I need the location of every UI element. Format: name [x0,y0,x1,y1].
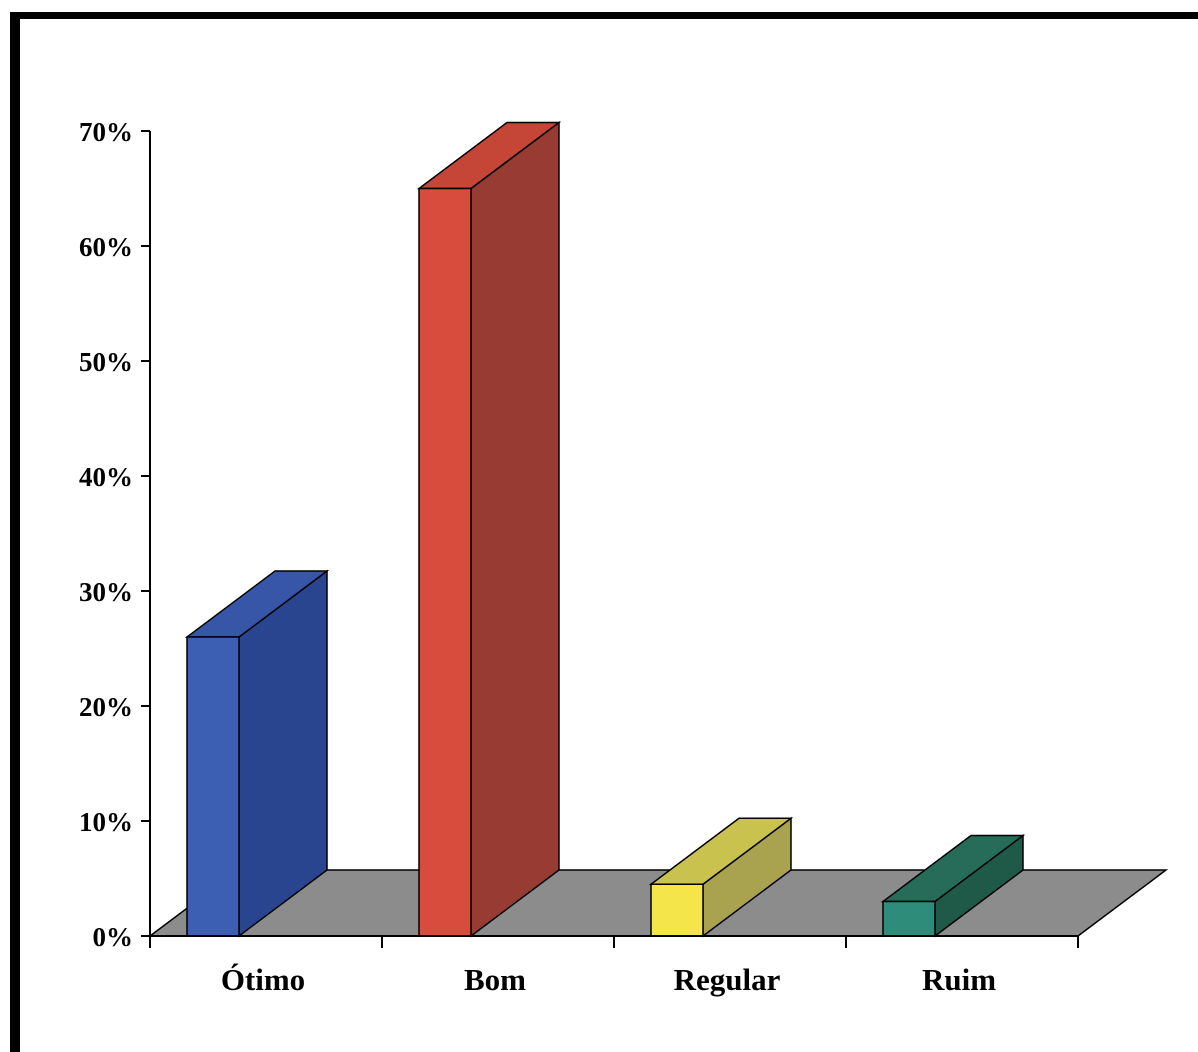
y-tick-label: 70% [79,117,133,147]
bar [880,834,1026,938]
y-tick-label: 60% [79,232,133,262]
x-category-label: Ótimo [221,962,305,997]
x-category-label: Ruim [922,962,996,997]
x-axis: Ótimo Bom Regular Ruim [149,935,1079,997]
bar-front [186,636,240,937]
y-tick-label: 0% [93,922,134,952]
y-tick-label: 20% [79,692,133,722]
bar-front [418,187,472,937]
x-category-label: Bom [464,962,526,997]
bar [648,816,794,938]
y-tick-label: 10% [79,807,133,837]
bar [416,121,562,938]
chart-frame [10,12,1198,1052]
bar [184,569,330,938]
y-axis: 0% 10% 20% 30% 40% 50% 60% 70% [79,117,151,952]
y-tick-label: 50% [79,347,133,377]
y-tick-label: 40% [79,462,133,492]
bar-side [470,121,560,938]
bars-group [184,121,1026,938]
y-tick-label: 30% [79,577,133,607]
bar-front [650,883,704,937]
x-category-label: Regular [674,962,781,997]
bar-front [882,900,936,937]
